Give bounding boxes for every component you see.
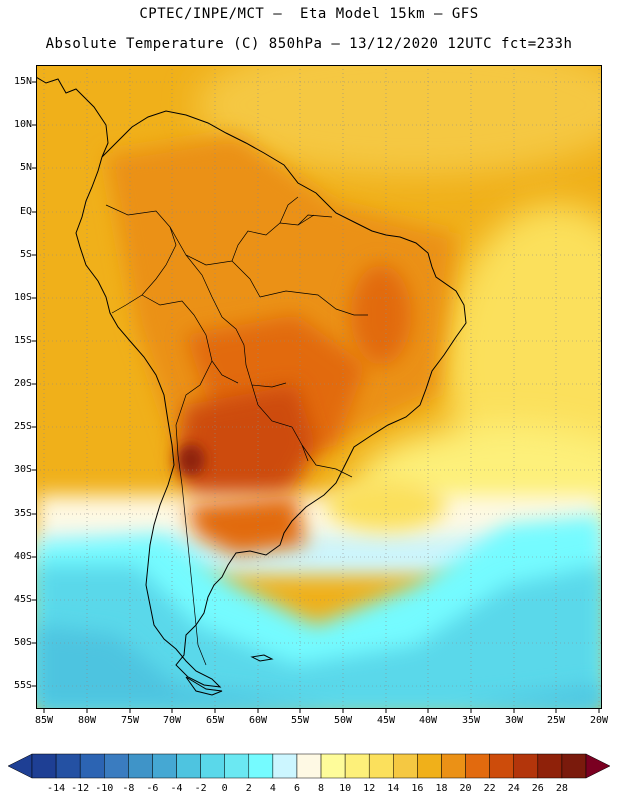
colorbar-label: -4	[170, 783, 183, 794]
field-ne-warm	[351, 265, 411, 365]
colorbar-swatch	[513, 753, 539, 779]
field-south-colder	[36, 565, 602, 709]
colorbar-label: 20	[459, 783, 472, 794]
colorbar-swatch	[296, 753, 322, 779]
x-tick-label: 80W	[77, 715, 97, 726]
x-tick-label: 70W	[162, 715, 182, 726]
y-tick-label: EQ	[19, 206, 32, 217]
x-tick-label: 85W	[34, 715, 54, 726]
colorbar-swatch	[489, 753, 514, 779]
x-tick-label: 25W	[546, 715, 566, 726]
colorbar-swatch	[537, 753, 563, 779]
colorbar-label: -6	[146, 783, 159, 794]
coastline	[36, 76, 467, 696]
colorbar-swatch	[104, 753, 129, 779]
tierra-del-fuego	[185, 676, 223, 696]
y-tick-label: 5N	[19, 162, 32, 173]
x-tick-label: 60W	[248, 715, 268, 726]
colorbar-swatch	[417, 753, 442, 779]
colorbar-swatch	[561, 753, 587, 779]
y-tick-label: 35S	[13, 508, 32, 519]
colorbar-label: 10	[339, 783, 352, 794]
colorbar-label: 22	[483, 783, 496, 794]
colorbar-low-arrow	[8, 753, 33, 779]
colorbar-swatch	[152, 753, 177, 779]
y-tick-label: 15S	[13, 335, 32, 346]
y-tick-label: 20S	[13, 378, 32, 389]
falklands	[250, 654, 274, 662]
colorbar	[8, 753, 610, 779]
south-america-coast	[75, 110, 467, 688]
colorbar-label: 16	[411, 783, 424, 794]
colorbar-swatch	[79, 753, 105, 779]
chart-title-line1: CPTEC/INPE/MCT – Eta Model 15km – GFS	[139, 6, 479, 22]
colorbar-label: 26	[531, 783, 544, 794]
colorbar-high-arrow	[585, 753, 610, 779]
colorbar-swatch	[55, 753, 81, 779]
y-tick-label: 25S	[13, 421, 32, 432]
colorbar-label: 2	[245, 783, 252, 794]
field-north-pale	[196, 65, 602, 175]
x-tick-label: 50W	[333, 715, 353, 726]
colorbar-label: -12	[71, 783, 90, 794]
y-tick-label: 30S	[13, 464, 32, 475]
colorbar-swatch	[224, 753, 250, 779]
colorbar-label: 0	[221, 783, 228, 794]
colorbar-swatch	[248, 753, 274, 779]
colorbar-swatch	[465, 753, 490, 779]
x-tick-label: 20W	[589, 715, 609, 726]
colorbar-swatch	[368, 753, 394, 779]
colorbar-swatch	[393, 753, 418, 779]
country-borders	[105, 196, 368, 666]
x-tick-label: 65W	[205, 715, 225, 726]
colorbar-swatch	[441, 753, 466, 779]
colorbar-swatch	[320, 753, 346, 779]
y-tick-label: 10S	[13, 292, 32, 303]
y-tick-label: 45S	[13, 594, 32, 605]
y-tick-label: 10N	[13, 119, 32, 130]
field-hotspot	[177, 444, 205, 476]
y-tick-label: 15N	[13, 76, 32, 87]
colorbar-label: 14	[387, 783, 400, 794]
colorbar-label: -2	[194, 783, 207, 794]
x-tick-label: 55W	[290, 715, 310, 726]
x-tick-label: 35W	[461, 715, 481, 726]
colorbar-label: 18	[435, 783, 448, 794]
colorbar-label: 4	[269, 783, 276, 794]
y-tick-label: 50S	[13, 637, 32, 648]
colorbar-swatch	[344, 753, 370, 779]
x-tick-label: 30W	[504, 715, 524, 726]
colorbar-label: 6	[293, 783, 300, 794]
colorbar-label: 12	[363, 783, 376, 794]
y-tick-label: 5S	[19, 249, 32, 260]
colorbar-label: 24	[507, 783, 520, 794]
grid-lines	[36, 65, 602, 709]
colorbar-label: -14	[47, 783, 66, 794]
colorbar-label: -10	[95, 783, 114, 794]
colorbar-swatch	[176, 753, 201, 779]
colorbar-label: -8	[122, 783, 135, 794]
colorbar-swatch	[272, 753, 298, 779]
colorbar-swatch	[200, 753, 225, 779]
colorbar-label: 28	[555, 783, 568, 794]
colorbar-label: 8	[318, 783, 325, 794]
field-chaco-hot	[176, 385, 316, 525]
field-patagonia-warm	[186, 495, 306, 555]
x-tick-label: 45W	[376, 715, 396, 726]
colorbar-swatch	[31, 753, 57, 779]
central-america-coast	[36, 76, 109, 158]
y-tick-label: 40S	[13, 551, 32, 562]
x-tick-label: 75W	[120, 715, 140, 726]
y-tick-label: 55S	[13, 680, 32, 691]
chart-title-line2: Absolute Temperature (C) 850hPa – 13/12/…	[45, 36, 573, 52]
x-tick-label: 40W	[418, 715, 438, 726]
field-south-coldest	[36, 625, 602, 709]
field-shading	[36, 65, 602, 709]
temperature-map	[36, 65, 602, 709]
colorbar-swatch	[128, 753, 153, 779]
